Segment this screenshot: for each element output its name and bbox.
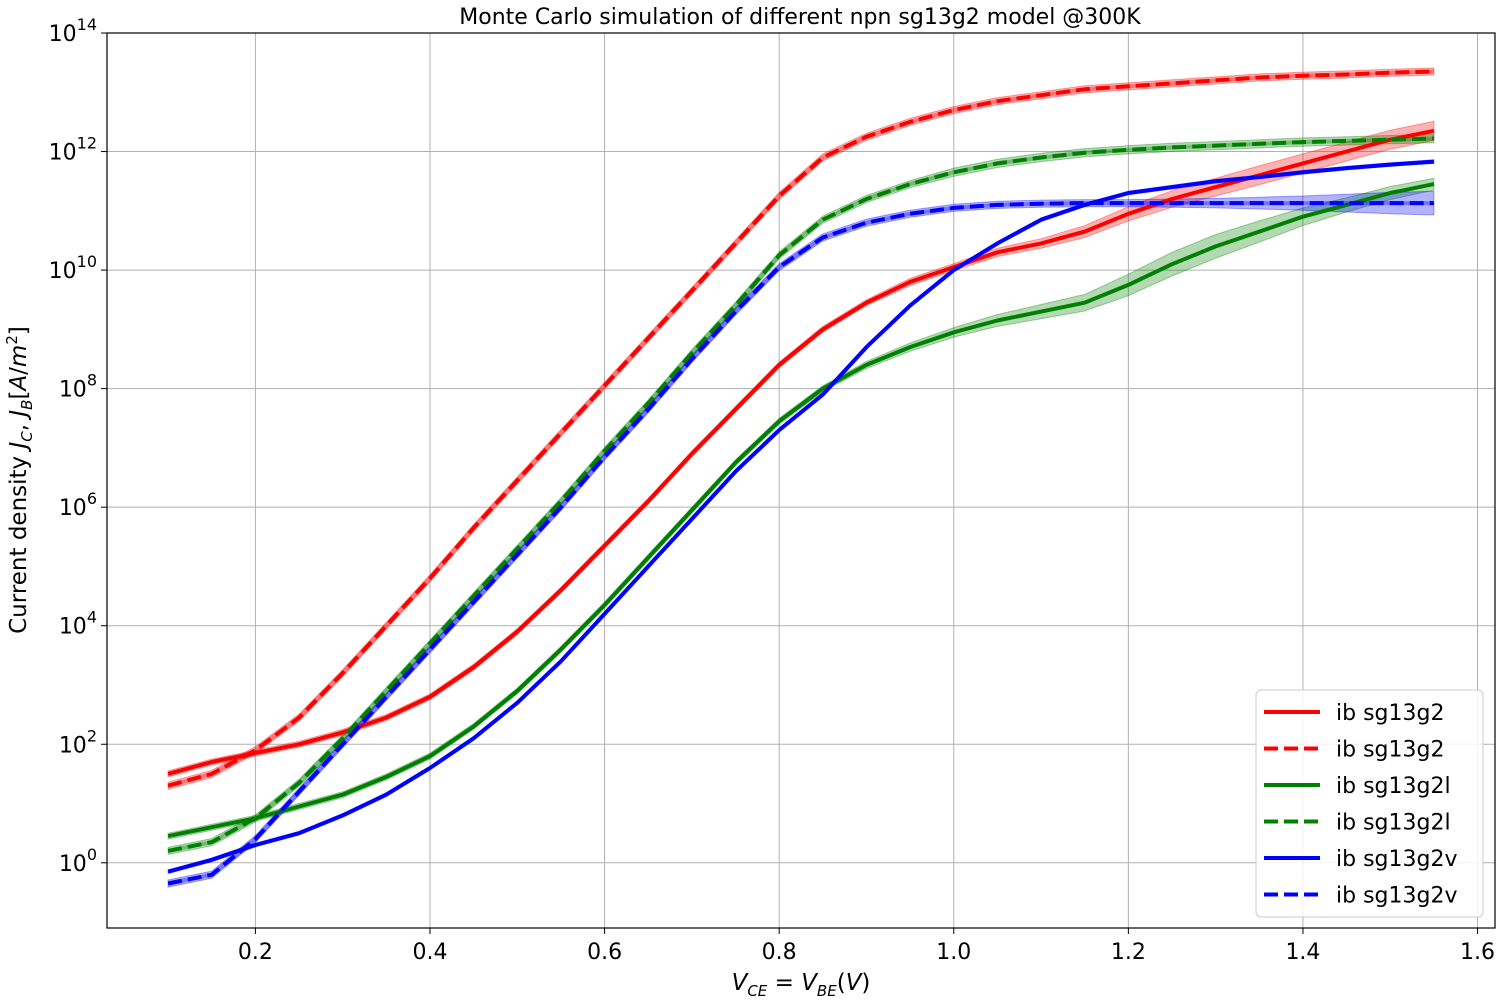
series-band-0 xyxy=(167,120,1435,778)
x-tick-label: 1.2 xyxy=(1111,940,1146,965)
y-tick-label: 1014 xyxy=(49,15,97,47)
x-tick-label: 1.4 xyxy=(1285,940,1320,965)
y-tick-label: 1012 xyxy=(49,134,97,166)
x-tick-label: 0.2 xyxy=(238,940,273,965)
y-tick-label: 100 xyxy=(59,845,97,877)
legend-label-5: ib sg13g2v xyxy=(1336,884,1457,909)
y-tick-label: 108 xyxy=(59,371,97,403)
x-axis-label: VCE = VBE(V) xyxy=(732,970,871,1000)
legend-label-2: ib sg13g2l xyxy=(1336,774,1451,799)
series-band-5 xyxy=(167,190,1435,888)
series-line-1 xyxy=(167,69,1434,788)
y-tick-label: 1010 xyxy=(49,252,97,284)
legend-label-0: ib sg13g2 xyxy=(1336,701,1444,726)
series-line-2 xyxy=(167,182,1435,839)
confidence-bands xyxy=(167,67,1435,888)
series-line-4 xyxy=(167,159,1435,874)
legend-label-4: ib sg13g2v xyxy=(1336,847,1457,872)
axis-ticks: 0.2 0.4 0.6 0.8 1.0 1.2 1.4 1.6 100 102 104 106 108 1… xyxy=(49,15,1495,965)
series-line-0 xyxy=(167,128,1435,776)
legend-label-1: ib sg13g2 xyxy=(1336,738,1444,763)
series-band-1 xyxy=(167,67,1435,790)
y-tick-label: 106 xyxy=(59,489,97,521)
y-tick-label: 104 xyxy=(59,608,97,640)
y-tick-label: 102 xyxy=(59,726,97,758)
series-lines xyxy=(167,69,1435,886)
series-line-5 xyxy=(167,201,1434,886)
series-line-3 xyxy=(167,136,1434,853)
x-tick-label: 0.6 xyxy=(587,940,622,965)
legend: ib sg13g2 ib sg13g2 ib sg13g2l ib sg13g2l ib… xyxy=(1255,689,1484,918)
series-line-underlay-5 xyxy=(167,201,1434,886)
x-tick-label: 0.4 xyxy=(412,940,447,965)
chart-title: Monte Carlo simulation of different npn … xyxy=(459,5,1141,30)
legend-label-3: ib sg13g2l xyxy=(1336,811,1451,836)
x-tick-label: 0.8 xyxy=(762,940,797,965)
plot-frame xyxy=(106,32,1496,929)
series-band-2 xyxy=(167,177,1435,840)
x-tick-label: 1.0 xyxy=(936,940,971,965)
series-band-4 xyxy=(167,159,1435,875)
y-axis-label: Current density JC, JB[A/m2] xyxy=(3,326,36,634)
grid xyxy=(107,32,1495,928)
x-tick-label: 1.6 xyxy=(1460,940,1495,965)
